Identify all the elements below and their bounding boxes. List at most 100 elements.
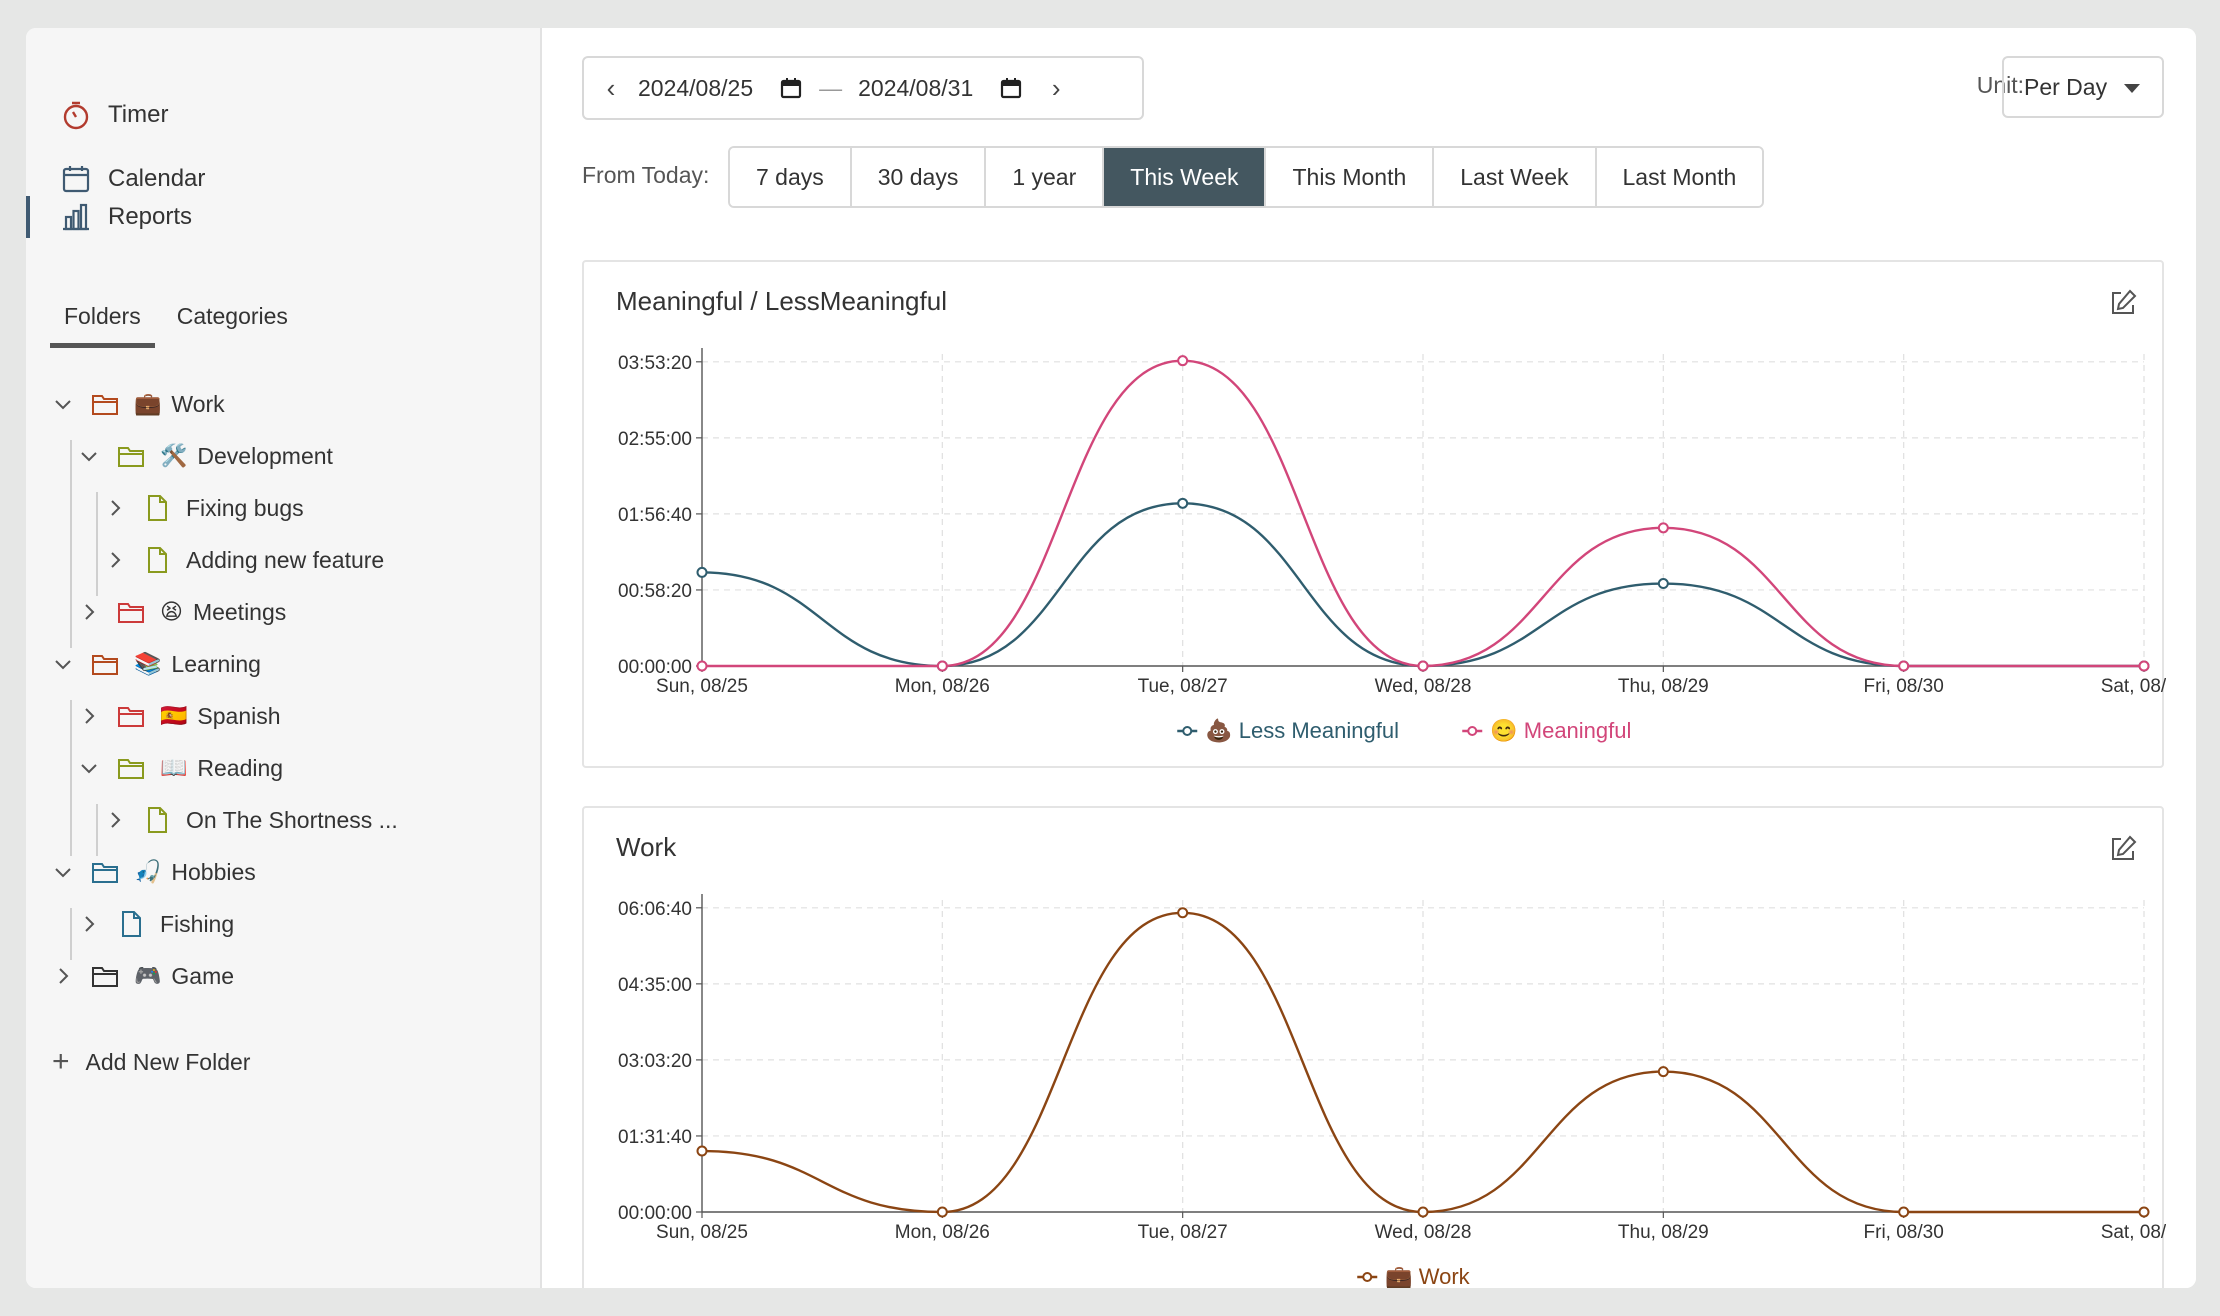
data-point bbox=[1657, 578, 1669, 590]
chevron-down-icon[interactable] bbox=[52, 393, 74, 415]
data-point bbox=[696, 1145, 708, 1157]
tree-item-emoji: 📖 bbox=[160, 755, 188, 780]
line-chart: 00:00:00 00:58:20 01:56:40 02:55:00 03:53:20… bbox=[618, 348, 2166, 743]
chevron-right-icon[interactable]: › bbox=[1051, 72, 1061, 103]
data-point bbox=[936, 1206, 948, 1218]
chevron-right-icon[interactable] bbox=[52, 965, 74, 987]
tree-item[interactable]: 🎮 Game bbox=[52, 954, 234, 998]
x-tick-label: Fri, 08/30 bbox=[1864, 1222, 1944, 1243]
nav-calendar[interactable]: Calendar bbox=[60, 154, 205, 204]
sidebar: Timer Calendar Reports Folders Categorie… bbox=[26, 28, 542, 1288]
tree-guide-line bbox=[96, 492, 98, 596]
tree-item[interactable]: 📚 Learning bbox=[52, 642, 261, 686]
range-option-button[interactable]: This Month bbox=[1266, 148, 1435, 206]
chevron-right-icon[interactable] bbox=[78, 705, 100, 727]
range-option-button[interactable]: This Week bbox=[1104, 148, 1267, 206]
tree-item[interactable]: Fishing bbox=[78, 902, 234, 946]
tree-item-label: Meetings bbox=[192, 598, 287, 625]
data-point bbox=[1657, 522, 1669, 534]
chevron-right-icon[interactable] bbox=[104, 549, 126, 571]
end-date-field[interactable]: 2024/08/31 bbox=[858, 75, 1023, 102]
tree-item[interactable]: 🇪🇸 Spanish bbox=[78, 694, 281, 738]
edit-icon[interactable] bbox=[2108, 288, 2138, 318]
date-separator: — bbox=[819, 74, 843, 101]
range-button-group: 7 days 30 days 1 year This Week This Month La… bbox=[728, 146, 1765, 208]
calendar-icon[interactable] bbox=[779, 76, 803, 100]
folder-icon bbox=[92, 655, 118, 675]
chart-card-work: Work 00:00:00 01:31:40 03:03:20 04:35:00 06:… bbox=[582, 806, 2166, 1288]
x-tick-label: Mon, 08/26 bbox=[895, 1222, 990, 1243]
y-tick-label: 06:06:40 bbox=[618, 899, 692, 920]
chevron-down-icon[interactable] bbox=[78, 757, 100, 779]
x-tick-label: Thu, 08/29 bbox=[1618, 1222, 1709, 1243]
edit-icon[interactable] bbox=[2108, 834, 2138, 864]
file-icon bbox=[122, 911, 141, 937]
series-line bbox=[701, 359, 2144, 668]
tree-item-label: Work bbox=[171, 390, 225, 417]
calendar-icon[interactable] bbox=[999, 76, 1023, 100]
tree-item[interactable]: On The Shortness ... bbox=[104, 798, 398, 842]
unit-select[interactable]: Per Day bbox=[2002, 56, 2164, 118]
tree-item[interactable]: 🛠️ Development bbox=[78, 434, 333, 478]
tree-item[interactable]: 🎣 Hobbies bbox=[52, 850, 256, 894]
chevron-down-icon[interactable] bbox=[52, 653, 74, 675]
tree-item-emoji: 📚 bbox=[134, 651, 162, 676]
folder-icon bbox=[92, 863, 118, 883]
nav-timer[interactable]: Timer bbox=[60, 90, 168, 140]
stopwatch-icon bbox=[63, 101, 89, 130]
tree-item-label: Game bbox=[171, 962, 235, 989]
range-option-button[interactable]: 1 year bbox=[986, 148, 1105, 206]
tree-item[interactable]: 💼 Work bbox=[52, 382, 225, 426]
tree-guide-line bbox=[96, 804, 98, 856]
tree-item[interactable]: 📖 Reading bbox=[78, 746, 283, 790]
y-tick-label: 01:31:40 bbox=[618, 1127, 692, 1148]
data-point bbox=[1898, 660, 1910, 672]
bar-chart-icon bbox=[63, 203, 89, 231]
range-option-button[interactable]: Last Month bbox=[1596, 148, 1763, 206]
tree-item-emoji: 😫 bbox=[160, 599, 183, 624]
main-content: ‹ 2024/08/25 — 2024/08/31 › Unit: Per Da… bbox=[544, 28, 2196, 1288]
tree-item-emoji: 🎮 bbox=[134, 963, 162, 988]
series-line bbox=[701, 911, 2144, 1214]
x-tick-label: Sat, 08/31 bbox=[2101, 1222, 2166, 1243]
y-tick-label: 03:03:20 bbox=[618, 1051, 692, 1072]
tree-item[interactable]: 😫 Meetings bbox=[78, 590, 286, 634]
x-tick-label: Wed, 08/28 bbox=[1375, 1222, 1472, 1243]
chevron-right-icon[interactable] bbox=[104, 809, 126, 831]
tree-item-emoji: 🛠️ bbox=[160, 443, 188, 468]
x-tick-label: Sat, 08/31 bbox=[2101, 676, 2166, 697]
x-tick-label: Tue, 08/27 bbox=[1138, 676, 1228, 697]
caret-down-icon bbox=[2124, 84, 2140, 93]
nav-reports[interactable]: Reports bbox=[60, 192, 192, 242]
tree-item[interactable]: Adding new feature bbox=[104, 538, 384, 582]
chevron-down-icon[interactable] bbox=[52, 861, 74, 883]
chevron-down-icon[interactable] bbox=[78, 445, 100, 467]
y-tick-label: 00:00:00 bbox=[618, 657, 692, 678]
file-icon bbox=[148, 807, 167, 833]
chevron-right-icon[interactable] bbox=[78, 601, 100, 623]
add-folder-button[interactable]: + Add New Folder bbox=[52, 1042, 250, 1082]
range-option-button[interactable]: 7 days bbox=[730, 148, 852, 206]
range-option-button[interactable]: Last Week bbox=[1434, 148, 1597, 206]
tab-folders[interactable]: Folders bbox=[50, 296, 155, 348]
tree-item[interactable]: Fixing bugs bbox=[104, 486, 304, 530]
add-folder-label: Add New Folder bbox=[85, 1048, 251, 1075]
chevron-left-icon[interactable]: ‹ bbox=[606, 72, 616, 103]
chevron-right-icon[interactable] bbox=[78, 913, 100, 935]
start-date-field[interactable]: 2024/08/25 bbox=[638, 75, 803, 102]
tree-item-label: Fishing bbox=[160, 910, 235, 937]
x-tick-label: Sun, 08/25 bbox=[656, 676, 748, 697]
nav-timer-label: Timer bbox=[108, 101, 169, 128]
folder-icon bbox=[118, 447, 144, 467]
x-tick-label: Thu, 08/29 bbox=[1618, 676, 1709, 697]
data-point bbox=[696, 566, 708, 578]
legend-label: 💩 Less Meaningful bbox=[1205, 718, 1399, 743]
folder-icon bbox=[92, 967, 118, 987]
y-tick-label: 00:00:00 bbox=[618, 1203, 692, 1224]
data-point bbox=[1657, 1066, 1669, 1078]
chart-card-meaningful: Meaningful / LessMeaningful 00:00:00 00:5… bbox=[582, 260, 2166, 768]
file-icon bbox=[148, 547, 167, 573]
tab-categories[interactable]: Categories bbox=[176, 303, 288, 329]
chevron-right-icon[interactable] bbox=[104, 497, 126, 519]
range-option-button[interactable]: 30 days bbox=[851, 148, 987, 206]
